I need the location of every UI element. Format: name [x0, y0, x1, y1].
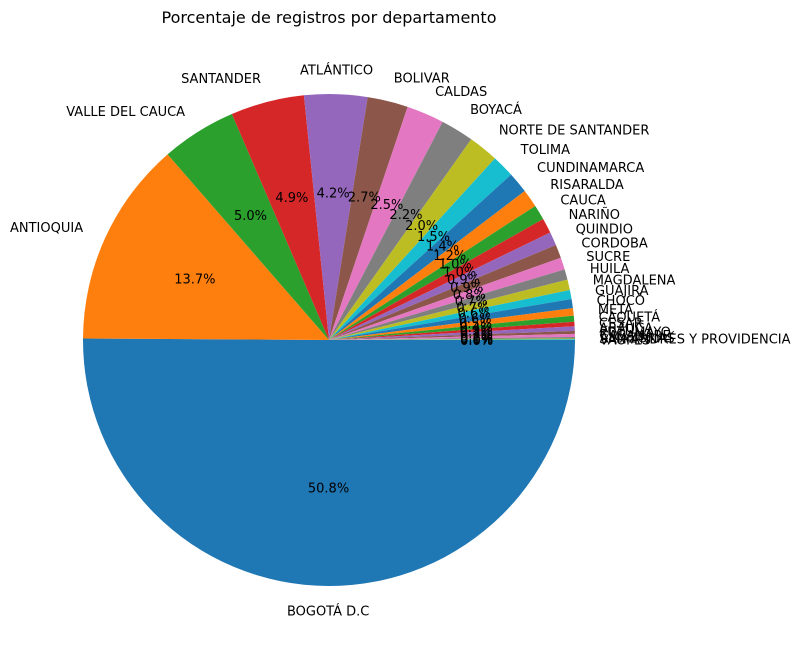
pie-category-label-magdalena: MAGDALENA [593, 273, 676, 288]
pie-category-label-narino: NARIÑO [569, 207, 620, 223]
pie-percent-label: 0.3% [460, 327, 493, 342]
pie-percent-label: 0.2% [460, 329, 493, 344]
pie-category-label-atlantico: ATLÁNTICO [300, 63, 373, 79]
pie-category-label-caqueta: CAQUETÁ [599, 310, 661, 326]
pie-category-label-caldas: CALDAS [435, 85, 487, 100]
pie-percent-label: 1.0% [443, 265, 476, 280]
pie-percent-label: 13.7% [174, 272, 215, 287]
pie-percent-label: 0.7% [456, 301, 489, 316]
pie-slice-amazonas [329, 336, 575, 340]
pie-slice-bogota-d-c [82, 338, 576, 587]
pie-category-label-arauca: ARAUCA [599, 321, 653, 336]
pie-category-label-casanare: CASANARE [600, 329, 671, 344]
pie-percent-label: 0.7% [455, 295, 488, 310]
pie-percent-label: 1.4% [426, 240, 459, 255]
pie-percent-label: 4.2% [317, 186, 350, 201]
pie-slice-putumayo [329, 330, 575, 340]
pie-category-label-cesar: CESAR [599, 316, 643, 331]
pie-percent-label: 0.3% [460, 324, 493, 339]
pie-slice-caldas [329, 106, 443, 341]
pie-category-label-bolivar: BOLIVAR [394, 71, 450, 86]
pie-category-label-risaralda: RISARALDA [550, 178, 624, 193]
pie-percent-label: 2.7% [348, 191, 381, 206]
pie-category-label-vaupes: VAUPÉS [600, 333, 651, 349]
pie-slice-santander [231, 95, 329, 340]
pie-percent-label: 1.2% [433, 249, 466, 264]
pie-percent-label: 0.0% [460, 333, 493, 348]
pie-percent-label: 0.1% [460, 333, 493, 348]
pie-category-label-cordoba: CORDOBA [581, 236, 648, 251]
pie-category-label-santander: SANTANDER [181, 72, 261, 87]
pie-category-label-quindio: QUINDIO [576, 223, 633, 238]
pie-percent-label: 0.0% [460, 334, 493, 349]
pie-slice-casanare [329, 333, 575, 340]
pie-percent-label: 0.2% [460, 331, 493, 346]
pie-category-labels: BOGOTÁ D.C ANTIOQUIA VALLE DEL CAUCA SANTAN… [10, 63, 791, 620]
pie-percent-label: 0.5% [459, 317, 492, 332]
pie-percent-label: 1.0% [439, 257, 472, 272]
pie-percent-label: 0.6% [458, 312, 491, 327]
pie-slice-antioquia [83, 154, 329, 340]
pie-category-label-choco: CHOCÓ [597, 293, 645, 309]
pie-percent-label: 2.0% [405, 219, 438, 234]
pie-category-label-putumayo: PUTUMAYO [599, 326, 670, 341]
pie-category-label-tolima: TOLIMA [520, 143, 570, 158]
pie-slice-magdalena [329, 279, 570, 340]
pie-category-label-bogota-d-c: BOGOTÁ D.C [287, 604, 369, 620]
pie-slice-arauca [329, 326, 575, 340]
pie-percent-labels: 50.8%13.7%5.0%4.9% 4.2%2.7%2.5%2.2%2.0%1.… [174, 186, 493, 496]
pie-percent-label: 5.0% [234, 209, 267, 224]
pie-category-label-amazonas: AMAZONAS [600, 331, 675, 346]
pie-category-label-guajira: GUAJIRA [595, 284, 649, 299]
pie-percent-label: 2.2% [389, 208, 422, 223]
pie-slice-sucre [329, 257, 565, 340]
pie-slice-san-andres-y-providencia [329, 338, 575, 340]
pie-slice-atlantico [303, 93, 368, 340]
pie-slice-huila [329, 269, 568, 340]
pie-slice-risaralda [329, 191, 536, 340]
pie-category-label-antioquia: ANTIOQUIA [10, 221, 83, 236]
pie-slice-vaupes [329, 339, 575, 340]
pie-slice-narino [329, 218, 551, 340]
pie-slice-quindio [329, 232, 556, 340]
pie-category-label-sucre: SUCRE [586, 250, 630, 265]
pie-slice-norte-de-santander [329, 139, 495, 340]
pie-category-label-huila: HUILA [590, 262, 630, 277]
pie-percent-label: 50.8% [308, 482, 349, 497]
chart-title: Porcentaje de registros por departamento [162, 8, 497, 27]
pie-slice-cauca [329, 205, 544, 340]
pie-slice-cundinamarca [329, 174, 525, 340]
pie-slice-cesar [329, 321, 575, 340]
pie-slice-valle-del-cauca [167, 113, 329, 340]
pie-slice-choco [329, 299, 573, 340]
pie-category-label-boyaca: BOYACÁ [470, 102, 522, 118]
pie-slice-bolivar [329, 97, 408, 340]
pie-slice-caqueta [329, 315, 575, 340]
pie-percent-label: 0.9% [447, 273, 480, 288]
pie-percent-label: 4.9% [275, 191, 308, 206]
pie-category-label-norte-de-santander: NORTE DE SANTANDER [499, 123, 650, 138]
pie-percent-label: 0.9% [450, 281, 483, 296]
pie-category-label-cundinamarca: CUNDINAMARCA [537, 161, 644, 176]
pie-slices [82, 93, 576, 587]
pie-percent-label: 1.5% [417, 230, 450, 245]
pie-slice-boyaca [329, 121, 472, 340]
pie-category-label-meta: META [598, 303, 633, 318]
pie-category-label-cauca: CAUCA [560, 194, 606, 209]
pie-percent-label: 0.4% [460, 321, 493, 336]
pie-slice-guajira [329, 290, 572, 340]
pie-slice-meta [329, 308, 574, 340]
pie-category-label-san-andres-y-providencia: SAN ANDRÉS Y PROVIDENCIA [600, 332, 791, 348]
pie-slice-tolima [329, 158, 512, 340]
pie-slice-cordoba [329, 244, 561, 340]
pie-percent-label: 0.8% [453, 288, 486, 303]
pie-percent-label: 0.6% [458, 307, 491, 322]
pie-percent-label: 2.5% [370, 198, 403, 213]
pie-category-label-valle-del-cauca: VALLE DEL CAUCA [66, 105, 185, 120]
